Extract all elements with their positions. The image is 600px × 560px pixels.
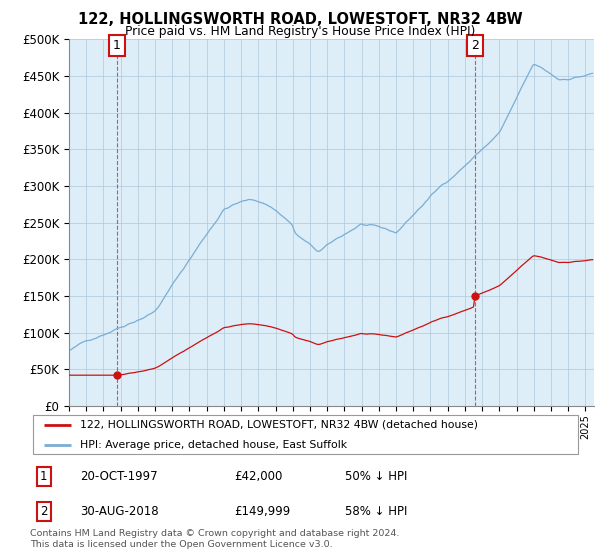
Text: 122, HOLLINGSWORTH ROAD, LOWESTOFT, NR32 4BW: 122, HOLLINGSWORTH ROAD, LOWESTOFT, NR32… (77, 12, 523, 27)
Text: 1: 1 (40, 470, 47, 483)
FancyBboxPatch shape (33, 415, 578, 454)
Text: HPI: Average price, detached house, East Suffolk: HPI: Average price, detached house, East… (80, 441, 347, 450)
Text: 2: 2 (40, 505, 47, 519)
Text: Contains HM Land Registry data © Crown copyright and database right 2024.
This d: Contains HM Land Registry data © Crown c… (30, 529, 400, 549)
Text: 122, HOLLINGSWORTH ROAD, LOWESTOFT, NR32 4BW (detached house): 122, HOLLINGSWORTH ROAD, LOWESTOFT, NR32… (80, 420, 478, 430)
Text: 58% ↓ HPI: 58% ↓ HPI (344, 505, 407, 519)
Text: 20-OCT-1997: 20-OCT-1997 (80, 470, 157, 483)
Text: 1: 1 (113, 39, 121, 52)
Text: 30-AUG-2018: 30-AUG-2018 (80, 505, 158, 519)
Text: £42,000: £42,000 (234, 470, 283, 483)
Text: 50% ↓ HPI: 50% ↓ HPI (344, 470, 407, 483)
Text: £149,999: £149,999 (234, 505, 290, 519)
Text: Price paid vs. HM Land Registry's House Price Index (HPI): Price paid vs. HM Land Registry's House … (125, 25, 475, 38)
Text: 2: 2 (471, 39, 479, 52)
